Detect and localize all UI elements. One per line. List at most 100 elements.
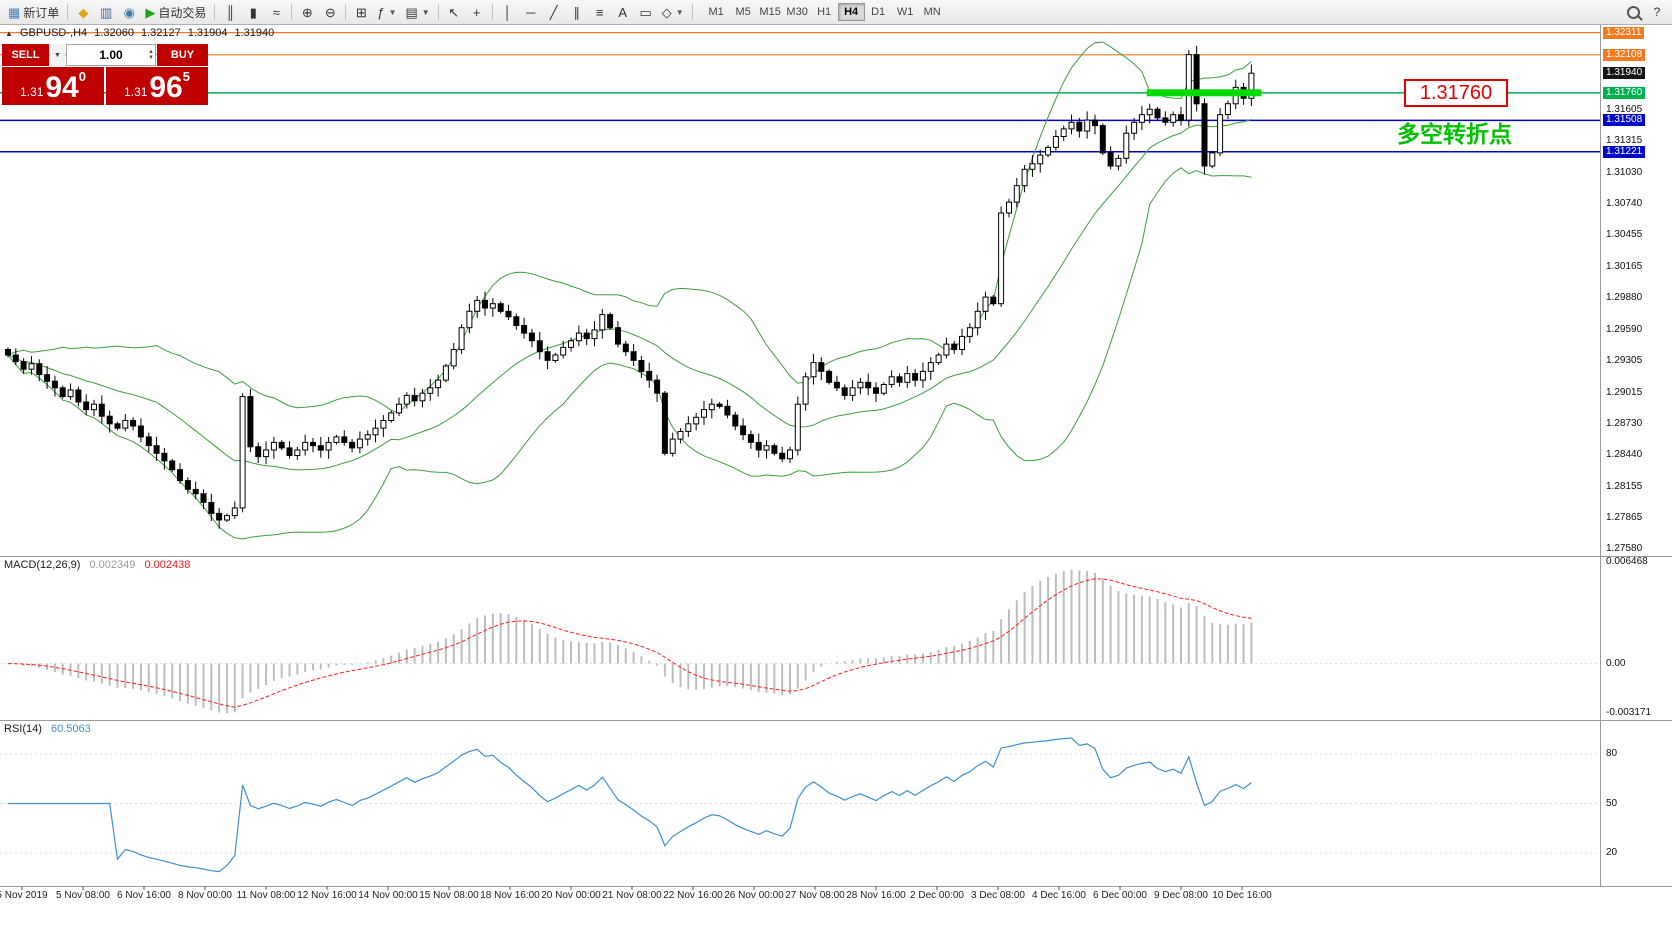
new-order-icon: ▦ bbox=[8, 4, 21, 20]
scale-label: 1.29880 bbox=[1606, 292, 1643, 303]
search-button[interactable] bbox=[1622, 2, 1644, 22]
timeframe-h1-button[interactable]: H1 bbox=[811, 3, 838, 21]
tile-windows-button[interactable]: ⊞ bbox=[350, 2, 372, 22]
cursor-button[interactable]: ↖ bbox=[443, 2, 465, 22]
cursor-icon: ↖ bbox=[448, 4, 460, 20]
line-chart-mode-button[interactable]: ≈ bbox=[265, 2, 287, 22]
scale-label: 1.31605 bbox=[1606, 104, 1643, 115]
timeframe-mn-button[interactable]: MN bbox=[919, 3, 946, 21]
autotrading-button[interactable]: ▶ 自动交易 bbox=[141, 2, 210, 22]
scale-label: 1.32108 bbox=[1603, 49, 1646, 61]
one-click-collapse-icon[interactable]: ▲ bbox=[5, 28, 13, 38]
rsi-name: RSI(14) bbox=[4, 723, 42, 735]
scale-label: 1.29015 bbox=[1606, 387, 1643, 398]
buy-button[interactable]: BUY bbox=[157, 44, 208, 66]
toolbar-separator bbox=[67, 4, 69, 20]
rsi-indicator-label: RSI(14) 60.5063 bbox=[4, 723, 91, 735]
scale-label: 1.28730 bbox=[1606, 418, 1643, 429]
templates-icon: ▤ bbox=[405, 4, 418, 20]
channel-icon: ∥ bbox=[573, 4, 580, 20]
timeframe-h4-button[interactable]: H4 bbox=[837, 3, 865, 21]
crosshair-button[interactable]: + bbox=[466, 2, 488, 22]
sell-price-big: 94 bbox=[45, 71, 79, 104]
trendline-icon: ╱ bbox=[549, 4, 558, 20]
buy-price-pipette: 5 bbox=[182, 69, 190, 84]
scale-label: 1.31940 bbox=[1603, 67, 1646, 79]
scale-label: 0.006468 bbox=[1606, 556, 1648, 567]
lot-size-value: 1.00 bbox=[99, 48, 123, 62]
market-watch-button[interactable]: ◆ bbox=[72, 2, 94, 22]
toolbar-right-icons: ? bbox=[1622, 2, 1668, 22]
scale-label: 50 bbox=[1606, 798, 1618, 809]
sell-price-button[interactable]: 1.31 94 0 bbox=[2, 67, 104, 105]
indicators-button[interactable]: ƒ ▼ bbox=[373, 2, 400, 22]
timeframe-m1-button[interactable]: M1 bbox=[703, 3, 730, 21]
macd-indicator-label: MACD(12,26,9) 0.002349 0.002438 bbox=[4, 559, 190, 571]
toolbar-separator bbox=[437, 4, 439, 20]
scale-label: 1.30165 bbox=[1606, 261, 1643, 272]
zoom-in-button[interactable]: ⊕ bbox=[296, 2, 318, 22]
one-click-trading-panel: SELL ▼ 1.00 ▲ ▼ BUY 1.31 94 0 1.31 96 5 bbox=[2, 44, 208, 105]
label-tool-button[interactable]: ▭ bbox=[635, 2, 657, 22]
chevron-down-icon: ▼ bbox=[421, 7, 430, 17]
buy-price-button[interactable]: 1.31 96 5 bbox=[106, 67, 208, 105]
new-order-button[interactable]: ▦ 新订单 bbox=[4, 2, 63, 22]
lot-stepper[interactable]: ▲ ▼ bbox=[148, 45, 154, 65]
timeframe-m5-button[interactable]: M5 bbox=[730, 3, 757, 21]
channel-button[interactable]: ∥ bbox=[566, 2, 588, 22]
templates-button[interactable]: ▤ ▼ bbox=[401, 2, 433, 22]
timeframe-m15-button[interactable]: M15 bbox=[757, 3, 784, 21]
new-order-button-label: 新订单 bbox=[23, 5, 60, 20]
timeframe-m30-button[interactable]: M30 bbox=[784, 3, 811, 21]
chart-symbol-title: ▲ GBPUSD-,H4 1.32060 1.32127 1.31904 1.3… bbox=[5, 27, 274, 39]
lot-size-field[interactable]: 1.00 ▲ ▼ bbox=[66, 44, 156, 66]
navigator-button[interactable]: ◉ bbox=[118, 2, 140, 22]
sell-price-pipette: 0 bbox=[78, 69, 86, 84]
bar-chart-mode-button[interactable]: ║ bbox=[219, 2, 241, 22]
scale-label: 1.30740 bbox=[1606, 198, 1643, 209]
chevron-down-icon: ▼ bbox=[675, 7, 684, 17]
scale-label: 1.32311 bbox=[1603, 27, 1645, 39]
toolbar-separator bbox=[691, 4, 693, 20]
scale-label: 1.29590 bbox=[1606, 324, 1643, 335]
candle-chart-mode-button[interactable]: ▮ bbox=[242, 2, 264, 22]
scale-label: 1.29305 bbox=[1606, 355, 1643, 366]
scale-label: 1.31221 bbox=[1603, 146, 1646, 158]
navigator-icon: ◉ bbox=[123, 4, 135, 20]
autotrading-button-label: 自动交易 bbox=[158, 5, 207, 20]
scale-label: 1.28155 bbox=[1606, 481, 1643, 492]
stepper-down-icon[interactable]: ▼ bbox=[148, 55, 154, 61]
ohlc-open: 1.32060 bbox=[94, 27, 134, 39]
text-tool-button[interactable]: A bbox=[612, 2, 634, 22]
toolbar-separator bbox=[345, 4, 347, 20]
trendline-button[interactable]: ╱ bbox=[543, 2, 565, 22]
scale-label: 0.00 bbox=[1606, 658, 1626, 669]
zoom-in-icon: ⊕ bbox=[301, 4, 313, 20]
autotrading-play-icon: ▶ bbox=[145, 4, 156, 20]
horizontal-line-button[interactable]: ─ bbox=[520, 2, 542, 22]
buy-price-prefix: 1.31 bbox=[124, 85, 148, 99]
label-icon: ▭ bbox=[639, 4, 652, 20]
sell-button[interactable]: SELL bbox=[2, 44, 49, 66]
stepper-up-icon[interactable]: ▲ bbox=[148, 49, 154, 55]
chevron-down-icon: ▼ bbox=[388, 7, 397, 17]
scale-label: 1.31760 bbox=[1603, 87, 1646, 99]
tile-windows-icon: ⊞ bbox=[355, 4, 367, 20]
candlestick-chart-icon: ▮ bbox=[249, 4, 257, 20]
scale-label: 1.30455 bbox=[1606, 229, 1643, 240]
vertical-line-button[interactable]: │ bbox=[497, 2, 519, 22]
data-window-button[interactable]: ▥ bbox=[95, 2, 117, 22]
help-button[interactable]: ? bbox=[1646, 2, 1668, 22]
macd-main-value: 0.002349 bbox=[89, 559, 136, 571]
timeframe-w1-button[interactable]: W1 bbox=[892, 3, 919, 21]
toolbar-separator bbox=[291, 4, 293, 20]
rsi-value: 60.5063 bbox=[50, 723, 91, 735]
fibonacci-button[interactable]: ≡ bbox=[589, 2, 611, 22]
zoom-out-button[interactable]: ⊖ bbox=[319, 2, 341, 22]
data-window-icon: ▥ bbox=[100, 4, 113, 20]
indicators-icon: ƒ bbox=[377, 4, 385, 20]
shapes-button[interactable]: ◇ ▼ bbox=[658, 2, 688, 22]
order-type-dropdown[interactable]: ▼ bbox=[50, 44, 65, 66]
timeframe-d1-button[interactable]: D1 bbox=[865, 3, 892, 21]
